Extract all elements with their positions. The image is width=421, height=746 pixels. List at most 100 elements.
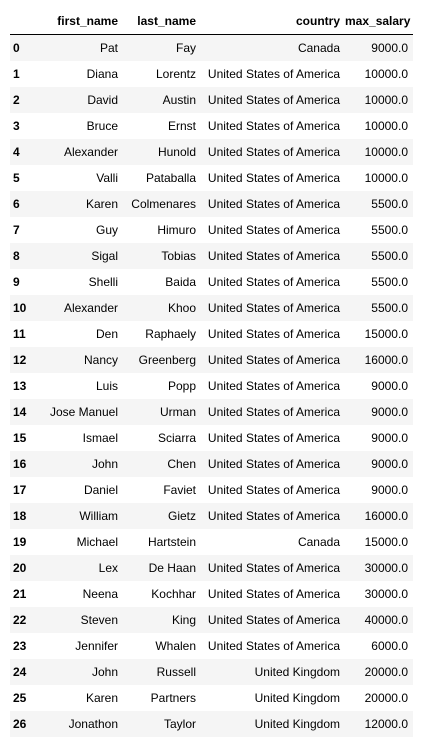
row-index: 19: [10, 529, 38, 555]
cell-country: Canada: [201, 529, 345, 555]
cell-last-name: Austin: [123, 87, 201, 113]
cell-country: United States of America: [201, 295, 345, 321]
cell-first-name: Sigal: [38, 243, 123, 269]
cell-max-salary: 9000.0: [345, 35, 413, 62]
row-index: 1: [10, 61, 38, 87]
cell-last-name: Chen: [123, 451, 201, 477]
cell-country: United Kingdom: [201, 685, 345, 711]
table-row: 6 Karen Colmenares United States of America…: [10, 191, 413, 217]
row-index: 2: [10, 87, 38, 113]
cell-country: United States of America: [201, 321, 345, 347]
table-row: 1 Diana Lorentz United States of America 100…: [10, 61, 413, 87]
cell-country: United States of America: [201, 399, 345, 425]
row-index: 16: [10, 451, 38, 477]
table-row: 18 William Gietz United States of America 16…: [10, 503, 413, 529]
cell-last-name: Baida: [123, 269, 201, 295]
table-row: 23 Jennifer Whalen United States of America…: [10, 633, 413, 659]
table-row: 8 Sigal Tobias United States of America 5500…: [10, 243, 413, 269]
cell-first-name: John: [38, 659, 123, 685]
cell-last-name: Partners: [123, 685, 201, 711]
header-row: first_name last_name country max_salary: [10, 7, 413, 35]
table-row: 7 Guy Himuro United States of America 5500.0: [10, 217, 413, 243]
cell-max-salary: 5500.0: [345, 217, 413, 243]
row-index: 25: [10, 685, 38, 711]
cell-last-name: Kochhar: [123, 581, 201, 607]
cell-last-name: Faviet: [123, 477, 201, 503]
table-row: 10 Alexander Khoo United States of America 5…: [10, 295, 413, 321]
cell-first-name: Lex: [38, 555, 123, 581]
cell-max-salary: 9000.0: [345, 451, 413, 477]
table-row: 12 Nancy Greenberg United States of America…: [10, 347, 413, 373]
cell-last-name: Hunold: [123, 139, 201, 165]
cell-country: United States of America: [201, 139, 345, 165]
table-row: 19 Michael Hartstein Canada 15000.0: [10, 529, 413, 555]
cell-country: United States of America: [201, 373, 345, 399]
cell-country: United States of America: [201, 191, 345, 217]
cell-first-name: Den: [38, 321, 123, 347]
dataframe-table: first_name last_name country max_salary …: [10, 7, 413, 737]
cell-first-name: Steven: [38, 607, 123, 633]
column-header-index: [10, 7, 38, 35]
row-index: 26: [10, 711, 38, 737]
cell-last-name: Fay: [123, 35, 201, 62]
cell-first-name: Bruce: [38, 113, 123, 139]
cell-first-name: Michael: [38, 529, 123, 555]
cell-first-name: Neena: [38, 581, 123, 607]
cell-last-name: Hartstein: [123, 529, 201, 555]
cell-first-name: Alexander: [38, 295, 123, 321]
cell-max-salary: 6000.0: [345, 633, 413, 659]
cell-country: United States of America: [201, 217, 345, 243]
cell-max-salary: 10000.0: [345, 113, 413, 139]
row-index: 20: [10, 555, 38, 581]
row-index: 4: [10, 139, 38, 165]
table-row: 22 Steven King United States of America 4000…: [10, 607, 413, 633]
table-row: 25 Karen Partners United Kingdom 20000.0: [10, 685, 413, 711]
cell-country: United States of America: [201, 581, 345, 607]
cell-first-name: Jennifer: [38, 633, 123, 659]
cell-first-name: Guy: [38, 217, 123, 243]
cell-country: United States of America: [201, 633, 345, 659]
table-row: 20 Lex De Haan United States of America 3000…: [10, 555, 413, 581]
row-index: 3: [10, 113, 38, 139]
table-row: 24 John Russell United Kingdom 20000.0: [10, 659, 413, 685]
table-row: 11 Den Raphaely United States of America 150…: [10, 321, 413, 347]
cell-max-salary: 9000.0: [345, 477, 413, 503]
cell-last-name: Ernst: [123, 113, 201, 139]
cell-max-salary: 20000.0: [345, 685, 413, 711]
table-row: 15 Ismael Sciarra United States of America 9…: [10, 425, 413, 451]
cell-last-name: Sciarra: [123, 425, 201, 451]
cell-max-salary: 5500.0: [345, 295, 413, 321]
cell-country: United States of America: [201, 425, 345, 451]
cell-country: United States of America: [201, 503, 345, 529]
cell-first-name: Pat: [38, 35, 123, 62]
column-header-country: country: [201, 7, 345, 35]
cell-max-salary: 40000.0: [345, 607, 413, 633]
cell-last-name: Whalen: [123, 633, 201, 659]
cell-max-salary: 5500.0: [345, 191, 413, 217]
table-row: 26 Jonathon Taylor United Kingdom 12000.0: [10, 711, 413, 737]
cell-last-name: Khoo: [123, 295, 201, 321]
cell-last-name: Popp: [123, 373, 201, 399]
row-index: 15: [10, 425, 38, 451]
cell-country: United States of America: [201, 243, 345, 269]
row-index: 6: [10, 191, 38, 217]
cell-first-name: Alexander: [38, 139, 123, 165]
table-row: 3 Bruce Ernst United States of America 10000…: [10, 113, 413, 139]
cell-country: United States of America: [201, 347, 345, 373]
table-row: 14 Jose Manuel Urman United States of Ameri…: [10, 399, 413, 425]
cell-country: United Kingdom: [201, 711, 345, 737]
row-index: 7: [10, 217, 38, 243]
row-index: 21: [10, 581, 38, 607]
row-index: 22: [10, 607, 38, 633]
row-index: 13: [10, 373, 38, 399]
row-index: 23: [10, 633, 38, 659]
cell-max-salary: 9000.0: [345, 399, 413, 425]
cell-country: United States of America: [201, 477, 345, 503]
row-index: 14: [10, 399, 38, 425]
cell-max-salary: 9000.0: [345, 373, 413, 399]
cell-country: United States of America: [201, 61, 345, 87]
cell-last-name: Himuro: [123, 217, 201, 243]
cell-max-salary: 30000.0: [345, 581, 413, 607]
cell-country: United States of America: [201, 607, 345, 633]
